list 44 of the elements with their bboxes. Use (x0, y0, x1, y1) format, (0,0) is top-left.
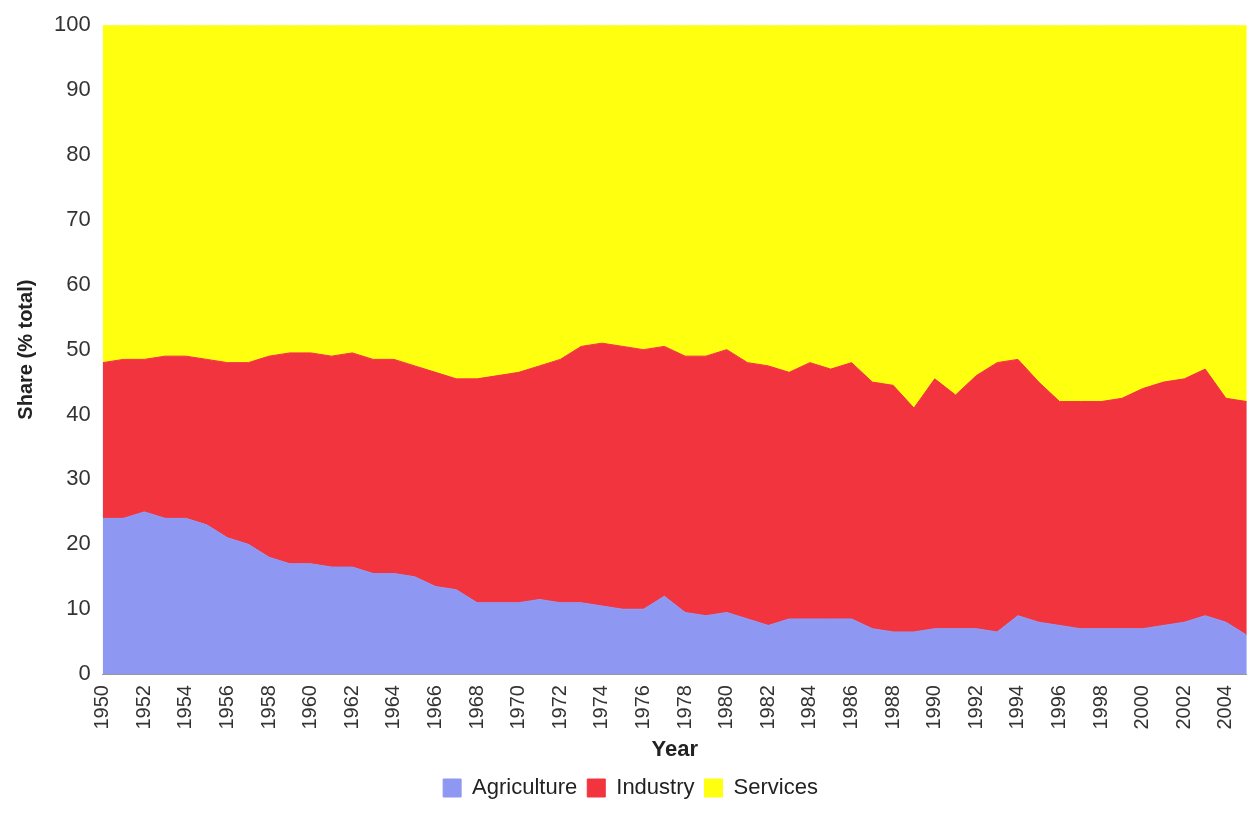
y-tick-label: 80 (66, 141, 91, 167)
x-tick-label: 1982 (755, 685, 778, 730)
x-tick-label: 1978 (672, 685, 695, 730)
y-tick-label: 90 (66, 76, 91, 102)
x-tick-label: 1992 (963, 685, 986, 730)
legend-label: Services (733, 774, 818, 800)
x-axis-title: Year (651, 735, 699, 761)
x-tick-label: 1962 (339, 685, 362, 730)
y-tick-label: 70 (66, 205, 91, 231)
y-tick-label: 0 (78, 660, 91, 686)
x-tick-label: 1960 (298, 685, 321, 730)
y-tick-label: 100 (53, 11, 91, 37)
x-tick-label: 1970 (506, 685, 529, 730)
y-tick-label: 20 (66, 530, 91, 556)
y-tick-label: 60 (66, 270, 91, 296)
x-tick-label: 1976 (631, 685, 654, 730)
x-tick-label: 1980 (714, 685, 737, 730)
x-tick-label: 1972 (547, 685, 570, 730)
x-tick-label: 1966 (423, 685, 446, 730)
x-tick-label: 1958 (256, 685, 279, 730)
x-tick-label: 1954 (173, 685, 196, 730)
x-tick-label: 1950 (90, 685, 113, 730)
x-tick-label: 1964 (381, 685, 404, 730)
x-tick-label: 1998 (1088, 685, 1111, 730)
x-tick-label: 1988 (880, 685, 903, 730)
x-tick-label: 2002 (1171, 685, 1194, 730)
x-tick-label: 1986 (839, 685, 862, 730)
x-tick-label: 1956 (215, 685, 238, 730)
x-tick-label: 1968 (464, 685, 487, 730)
x-tick-label: 1974 (589, 685, 612, 730)
x-tick-label: 1990 (922, 685, 945, 730)
x-tick-label: 1996 (1047, 685, 1070, 730)
x-tick-label: 1984 (797, 685, 820, 730)
legend-label: Agriculture (472, 774, 578, 800)
x-tick-label: 2000 (1130, 685, 1153, 730)
y-tick-label: 50 (66, 335, 91, 361)
x-tick-label: 1952 (131, 685, 154, 730)
x-tick-label: 1994 (1005, 685, 1028, 730)
y-tick-label: 10 (66, 595, 91, 621)
y-tick-label: 40 (66, 400, 91, 426)
y-tick-label: 30 (66, 465, 91, 491)
legend-label: Industry (616, 774, 695, 800)
x-tick-label: 2004 (1213, 685, 1236, 730)
y-axis-title: Share (% total) (13, 279, 36, 420)
